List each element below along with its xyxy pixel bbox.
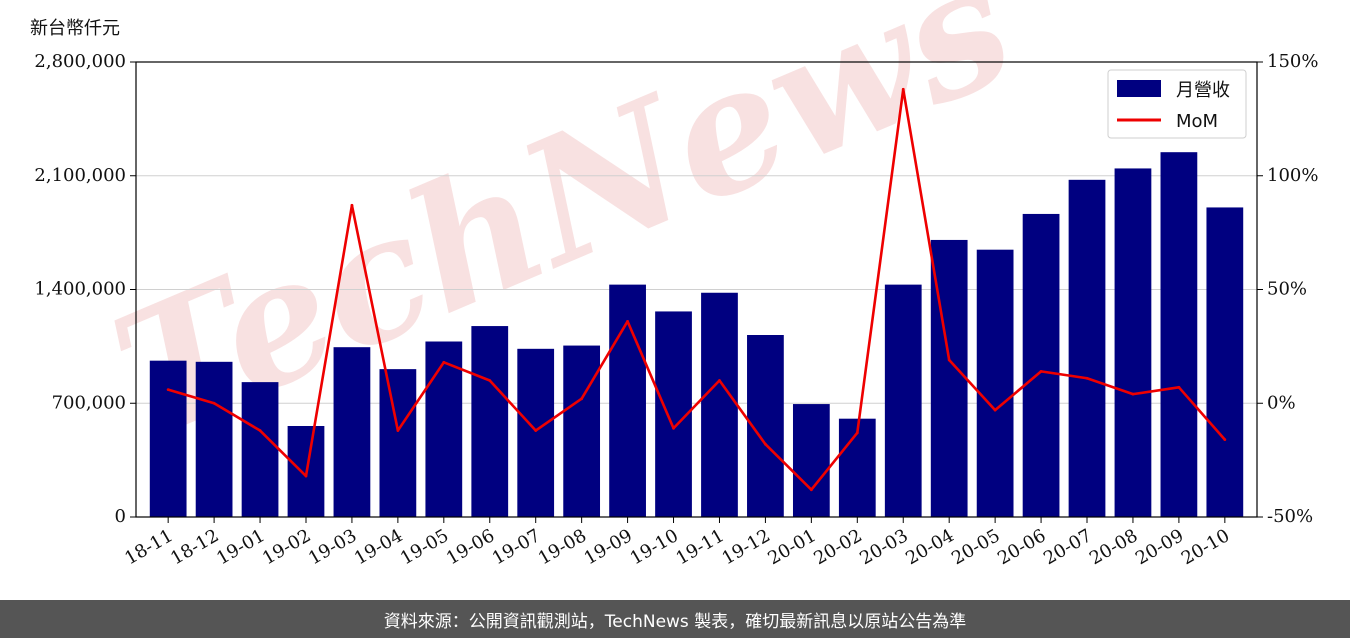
right-tick-label: 50% (1267, 279, 1307, 300)
x-tick-label: 19-02 (259, 525, 314, 569)
bar-20-08 (1114, 168, 1152, 517)
mom-point-19-06 (488, 379, 492, 382)
bar-series (149, 152, 1244, 517)
x-tick-label: 20-04 (902, 525, 957, 569)
mom-point-20-07 (1085, 376, 1089, 380)
x-tick-label: 20-10 (1178, 525, 1233, 569)
footer-source-note: 資料來源：公開資訊觀測站，TechNews 製表，確切最新訊息以原站公告為準 (0, 600, 1350, 638)
mom-line (167, 88, 1226, 492)
mom-point-19-11 (718, 379, 721, 382)
x-tick-label: 20-09 (1132, 525, 1187, 569)
footer-text: 資料來源：公開資訊觀測站，TechNews 製表，確切最新訊息以原站公告為準 (383, 611, 967, 632)
left-tick-label: 1,400,000 (34, 279, 126, 300)
bar-20-10 (1206, 207, 1244, 517)
y-axis-unit-label: 新台幣仟元 (30, 18, 120, 39)
mom-point-19-10 (672, 426, 675, 430)
bar-19-05 (425, 341, 463, 517)
mom-point-19-05 (442, 360, 446, 364)
x-tick-label: 19-11 (673, 525, 728, 569)
x-tick-label: 20-02 (810, 525, 865, 569)
left-tick-label: 2,800,000 (34, 51, 126, 72)
right-tick-label: 0% (1267, 392, 1296, 413)
mom-point-20-10 (1223, 438, 1227, 442)
mom-point-19-04 (396, 429, 400, 432)
bar-19-01 (241, 382, 279, 517)
x-tick-label: 19-12 (718, 525, 773, 569)
bar-20-03 (884, 284, 922, 517)
x-tick-label: 20-08 (1086, 525, 1141, 569)
x-tick-label: 19-06 (443, 525, 498, 569)
x-tick-label: 19-10 (627, 525, 682, 569)
x-tick-label: 20-05 (948, 525, 1003, 569)
legend-line-label: MoM (1176, 111, 1218, 132)
mom-line-series (166, 87, 1227, 492)
mom-point-18-12 (212, 401, 216, 405)
x-tick-label: 19-07 (489, 525, 544, 569)
x-tick-label: 20-03 (856, 525, 911, 569)
x-tick-label: 19-08 (535, 525, 590, 569)
right-tick-label: 150% (1267, 51, 1318, 72)
right-tick-label: -50% (1267, 506, 1313, 527)
mom-point-19-02 (304, 474, 308, 478)
mom-point-20-01 (809, 488, 813, 492)
x-tick-label: 19-01 (213, 525, 268, 569)
right-tick-label: 100% (1267, 165, 1318, 186)
bar-19-08 (563, 345, 601, 517)
bar-19-04 (379, 369, 417, 517)
bar-20-02 (838, 418, 876, 517)
bar-20-01 (792, 404, 830, 517)
mom-point-19-01 (258, 429, 262, 432)
left-tick-label: 2,100,000 (34, 165, 126, 186)
left-tick-label: 700,000 (52, 392, 126, 413)
bar-20-06 (1022, 213, 1060, 517)
mom-point-18-11 (166, 388, 170, 391)
left-tick-label: 0 (115, 506, 126, 527)
mom-point-20-05 (993, 408, 997, 412)
mom-point-20-06 (1039, 370, 1043, 373)
x-tick-label: 20-06 (994, 525, 1049, 569)
x-tick-label: 19-09 (581, 525, 636, 569)
bar-19-07 (517, 348, 555, 517)
bar-20-07 (1068, 179, 1106, 517)
x-tick-label: 20-07 (1040, 525, 1095, 569)
bar-20-09 (1160, 152, 1198, 517)
mom-point-20-09 (1177, 385, 1181, 389)
chart: TechNews 0700,0001,400,0002,100,0002,800… (34, 0, 1318, 569)
mom-point-20-04 (947, 358, 951, 362)
bar-19-06 (471, 326, 509, 517)
x-tick-label: 19-05 (397, 525, 452, 569)
legend: 月營收 MoM (1107, 69, 1247, 139)
mom-point-20-03 (901, 87, 905, 91)
x-tick-label: 19-04 (351, 525, 406, 569)
mom-point-19-12 (764, 442, 767, 446)
right-axis: -50% 0% 50% 100% 150% (1257, 51, 1318, 527)
mom-point-20-02 (855, 431, 859, 435)
x-axis: 18-1118-1219-0119-0219-0319-0419-0519-06… (121, 517, 1233, 569)
left-axis: 0 700,000 1,400,000 2,100,000 2,800,000 (34, 51, 136, 527)
legend-bar-swatch (1117, 80, 1161, 97)
mom-point-20-08 (1131, 392, 1135, 396)
bar-19-11 (701, 292, 738, 517)
mom-point-19-07 (534, 429, 538, 432)
bar-19-03 (333, 347, 371, 517)
bar-18-11 (149, 360, 187, 517)
mom-point-19-09 (626, 319, 629, 323)
bar-18-12 (195, 361, 233, 517)
x-tick-label: 18-12 (167, 525, 222, 569)
mom-point-19-03 (350, 203, 354, 207)
x-tick-label: 20-01 (764, 525, 819, 569)
bar-20-05 (976, 249, 1014, 517)
mom-point-19-08 (580, 397, 584, 401)
x-tick-label: 18-11 (121, 525, 176, 569)
x-tick-label: 19-03 (305, 525, 360, 569)
bar-19-09 (609, 284, 646, 517)
legend-bar-label: 月營收 (1176, 80, 1230, 101)
